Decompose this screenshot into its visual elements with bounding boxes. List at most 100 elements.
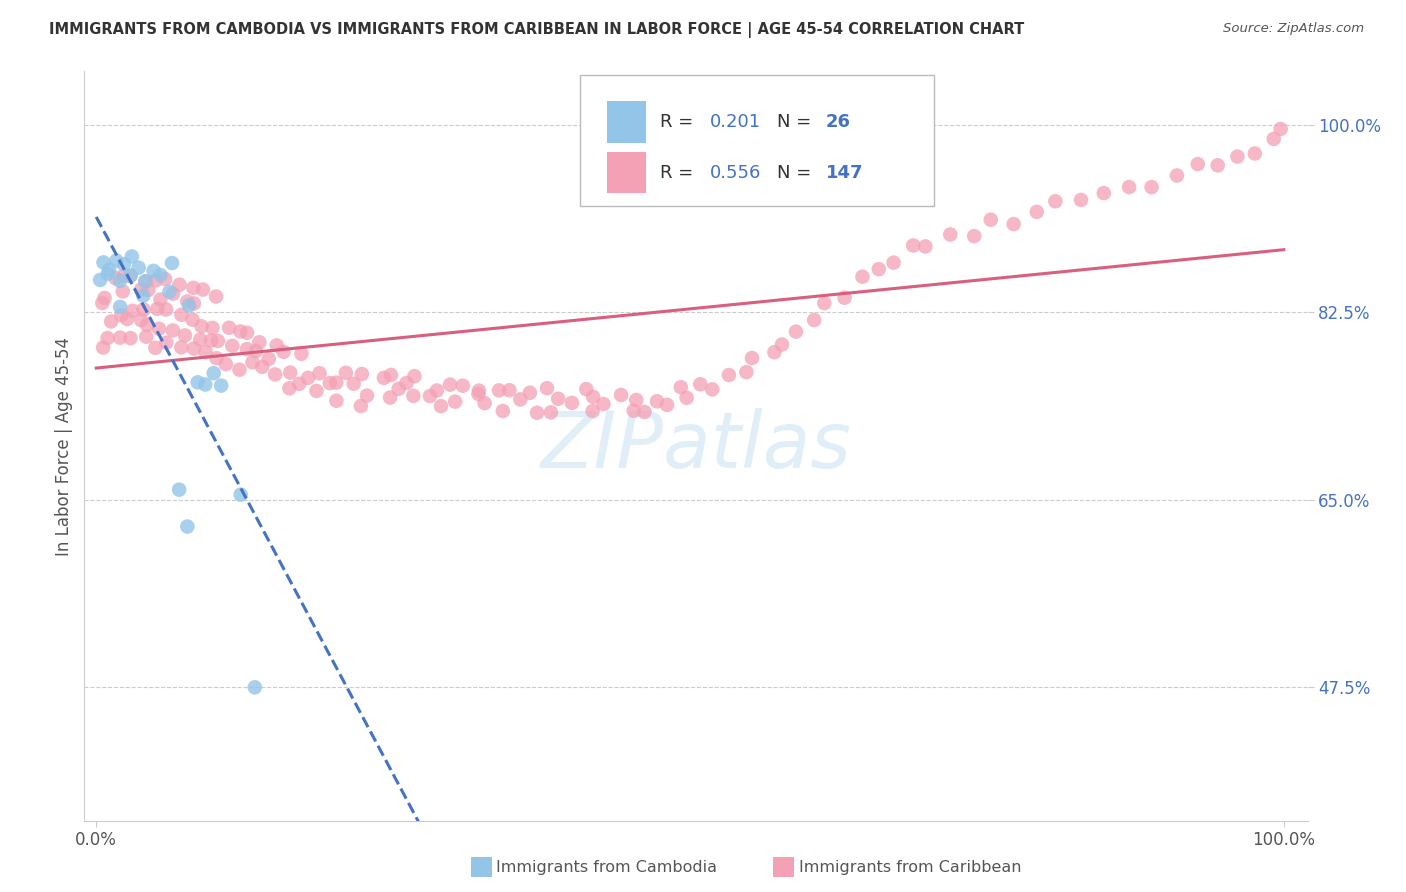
Point bbox=[395, 376, 418, 390]
Point bbox=[176, 519, 198, 533]
Point bbox=[188, 333, 211, 347]
Point bbox=[187, 376, 209, 390]
Point bbox=[717, 368, 740, 382]
Point bbox=[142, 264, 165, 278]
Text: IMMIGRANTS FROM CAMBODIA VS IMMIGRANTS FROM CARIBBEAN IN LABOR FORCE | AGE 45-54: IMMIGRANTS FROM CAMBODIA VS IMMIGRANTS F… bbox=[49, 22, 1025, 38]
Y-axis label: In Labor Force | Age 45-54: In Labor Force | Age 45-54 bbox=[55, 336, 73, 556]
Point bbox=[194, 345, 217, 359]
Point bbox=[813, 296, 835, 310]
Point bbox=[582, 390, 605, 404]
Point bbox=[143, 341, 166, 355]
Point bbox=[228, 362, 250, 376]
Point bbox=[129, 283, 152, 297]
Point bbox=[575, 382, 598, 396]
Point bbox=[121, 250, 143, 264]
Point bbox=[1092, 186, 1115, 200]
Point bbox=[851, 269, 873, 284]
Point bbox=[135, 275, 157, 289]
Point bbox=[785, 325, 807, 339]
Text: 147: 147 bbox=[825, 164, 863, 182]
Point bbox=[914, 239, 936, 253]
Point bbox=[176, 294, 198, 309]
Point bbox=[252, 359, 274, 374]
Point bbox=[325, 393, 347, 408]
Point bbox=[378, 391, 401, 405]
Point bbox=[135, 329, 157, 343]
Point bbox=[1206, 158, 1229, 172]
Point bbox=[93, 255, 115, 269]
Point bbox=[939, 227, 962, 242]
Point bbox=[91, 341, 114, 355]
Point bbox=[350, 367, 373, 381]
Point bbox=[288, 376, 311, 391]
Point bbox=[1187, 157, 1209, 171]
Point bbox=[108, 300, 131, 314]
Point bbox=[675, 391, 697, 405]
Point bbox=[266, 338, 288, 352]
Point bbox=[467, 387, 489, 401]
Point bbox=[426, 384, 449, 398]
Point bbox=[97, 267, 120, 281]
Point bbox=[581, 404, 603, 418]
Point bbox=[98, 262, 121, 277]
Point bbox=[803, 313, 825, 327]
Point bbox=[190, 319, 212, 334]
Point bbox=[770, 337, 793, 351]
Point bbox=[488, 384, 510, 398]
Point bbox=[207, 334, 229, 348]
Point bbox=[153, 272, 176, 286]
Point bbox=[108, 330, 131, 344]
Point bbox=[160, 256, 183, 270]
Point bbox=[96, 331, 118, 345]
Point bbox=[200, 334, 222, 348]
Point bbox=[536, 381, 558, 395]
Point bbox=[540, 405, 562, 419]
Point bbox=[129, 313, 152, 327]
Point bbox=[883, 255, 905, 269]
Text: 26: 26 bbox=[825, 113, 851, 131]
Point bbox=[221, 339, 243, 353]
Text: Immigrants from Cambodia: Immigrants from Cambodia bbox=[496, 860, 717, 874]
Point bbox=[134, 274, 156, 288]
Point bbox=[1140, 180, 1163, 194]
Point bbox=[202, 366, 225, 380]
Point bbox=[155, 335, 177, 350]
Point bbox=[148, 322, 170, 336]
Point bbox=[169, 277, 191, 292]
Point bbox=[243, 681, 266, 695]
Text: N =: N = bbox=[776, 113, 817, 131]
Point bbox=[209, 378, 232, 392]
Point bbox=[115, 312, 138, 326]
Point bbox=[980, 212, 1002, 227]
Point bbox=[201, 321, 224, 335]
Point bbox=[402, 389, 425, 403]
Point bbox=[167, 483, 190, 497]
Point bbox=[247, 335, 270, 350]
Point bbox=[404, 369, 426, 384]
Point bbox=[373, 371, 395, 385]
Text: Immigrants from Caribbean: Immigrants from Caribbean bbox=[799, 860, 1021, 874]
Point bbox=[319, 376, 342, 391]
Point bbox=[526, 406, 548, 420]
Point bbox=[509, 392, 531, 407]
Point bbox=[903, 238, 925, 252]
Point bbox=[1070, 193, 1092, 207]
Point bbox=[430, 399, 453, 413]
Point bbox=[290, 347, 312, 361]
Point bbox=[170, 308, 193, 322]
Point bbox=[655, 398, 678, 412]
Point bbox=[278, 366, 301, 380]
Point bbox=[592, 397, 614, 411]
Point bbox=[474, 396, 496, 410]
Point bbox=[162, 286, 184, 301]
Point bbox=[162, 323, 184, 337]
Point bbox=[170, 340, 193, 354]
Point bbox=[205, 289, 228, 303]
Point bbox=[763, 345, 786, 359]
Point bbox=[868, 262, 890, 277]
Point bbox=[257, 351, 280, 366]
Point bbox=[229, 325, 252, 339]
Point bbox=[128, 260, 150, 275]
Point bbox=[468, 384, 491, 398]
Text: N =: N = bbox=[776, 164, 817, 182]
